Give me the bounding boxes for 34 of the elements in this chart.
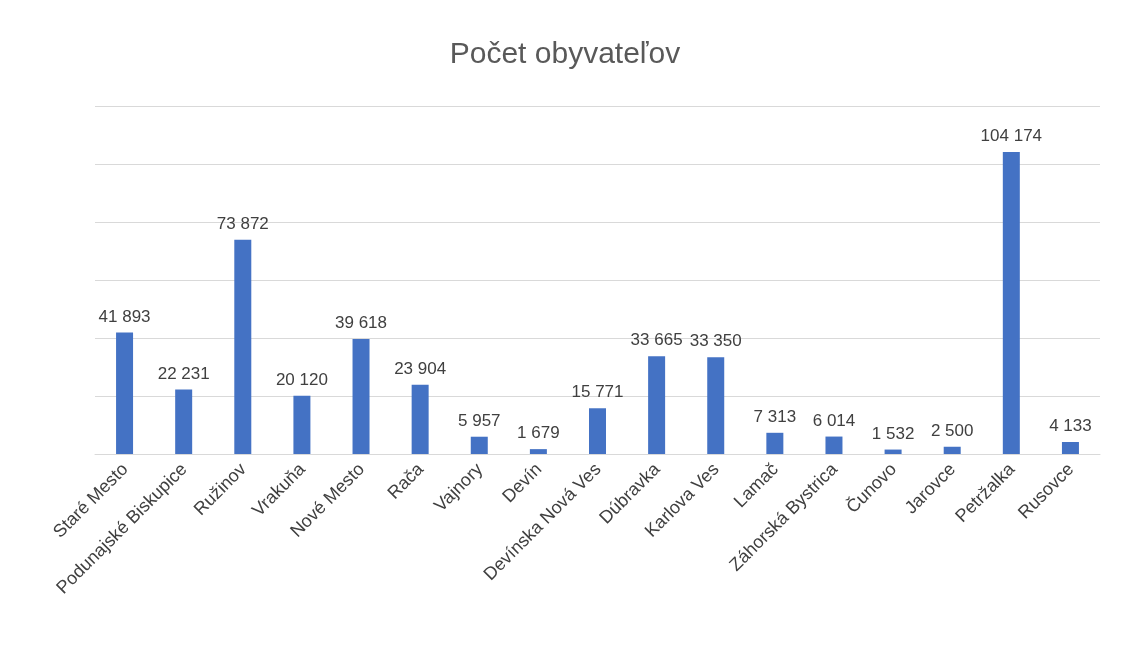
bar [352,339,370,454]
bar [1002,151,1020,454]
bar [766,432,784,454]
data-label: 15 771 [571,382,624,402]
data-label: 22 231 [157,363,210,383]
bar [116,332,134,454]
data-label: 1 532 [871,423,915,443]
data-label: 33 665 [630,330,683,350]
data-label: 39 618 [335,313,388,333]
data-label: 23 904 [394,358,447,378]
data-label: 73 872 [216,213,269,233]
bar [470,436,488,454]
bar [943,446,961,454]
data-label: 104 174 [980,125,1043,145]
bar [175,389,193,454]
data-label: 5 957 [457,410,501,430]
bar [825,436,843,454]
data-label: 20 120 [275,369,328,389]
chart-title: Počet obyvateľov [449,35,681,69]
bar [589,408,606,454]
bar [411,384,429,454]
bar [1061,442,1079,454]
bar [529,449,547,454]
data-label: 7 313 [753,406,797,426]
bar [707,357,725,454]
data-label: 41 893 [98,306,151,326]
data-label: 2 500 [930,420,974,440]
bar [648,356,666,454]
bar [293,395,311,454]
data-label: 6 014 [812,410,856,430]
data-label: 1 679 [517,423,560,443]
bar [234,239,252,454]
data-label: 33 350 [689,331,742,351]
data-label: 4 133 [1049,416,1092,436]
